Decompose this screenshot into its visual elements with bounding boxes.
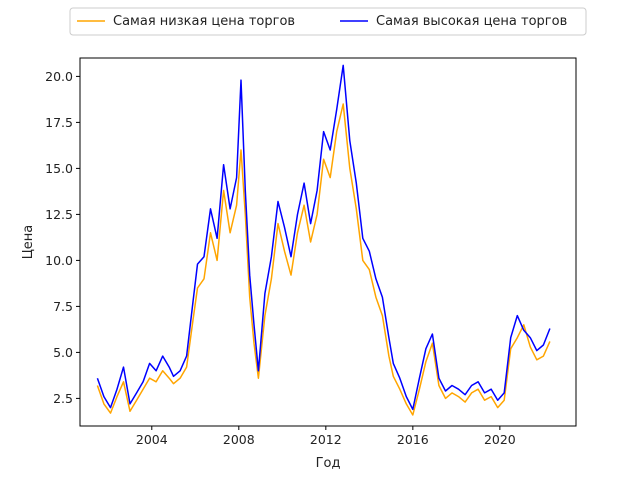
- y-tick-label: 17.5: [45, 115, 73, 130]
- legend: Самая низкая цена торгов Самая высокая ц…: [69, 7, 587, 36]
- y-tick-label: 20.0: [45, 69, 73, 84]
- legend-box: [69, 7, 587, 36]
- x-tick-label: 2012: [310, 432, 342, 447]
- x-tick-label: 2008: [223, 432, 255, 447]
- y-tick-label: 15.0: [45, 161, 73, 176]
- y-tick-label: 12.5: [45, 207, 73, 222]
- x-axis: 2004 2008 2012 2016 2020: [136, 426, 516, 447]
- y-axis: 2.5 5.0 7.5 10.0 12.5 15.0 17.5 20.0: [45, 69, 80, 406]
- x-tick-label: 2004: [136, 432, 168, 447]
- legend-label-low: Самая низкая цена торгов: [113, 14, 295, 29]
- y-tick-label: 7.5: [53, 299, 73, 314]
- series-line-high: [96, 64, 551, 411]
- axes-background: [80, 58, 576, 426]
- legend-label-high: Самая высокая цена торгов: [376, 14, 567, 29]
- x-axis-label: Год: [316, 456, 341, 471]
- x-tick-label: 2016: [397, 432, 429, 447]
- series-layer: [96, 64, 551, 416]
- axes-frame: [79, 57, 577, 427]
- x-tick-label: 2020: [484, 432, 516, 447]
- y-axis-label: Цена: [21, 225, 36, 260]
- y-tick-label: 10.0: [45, 253, 73, 268]
- series-line-low: [96, 103, 551, 416]
- y-tick-label: 5.0: [53, 345, 73, 360]
- y-tick-label: 2.5: [53, 391, 73, 406]
- plot-area: [79, 57, 577, 427]
